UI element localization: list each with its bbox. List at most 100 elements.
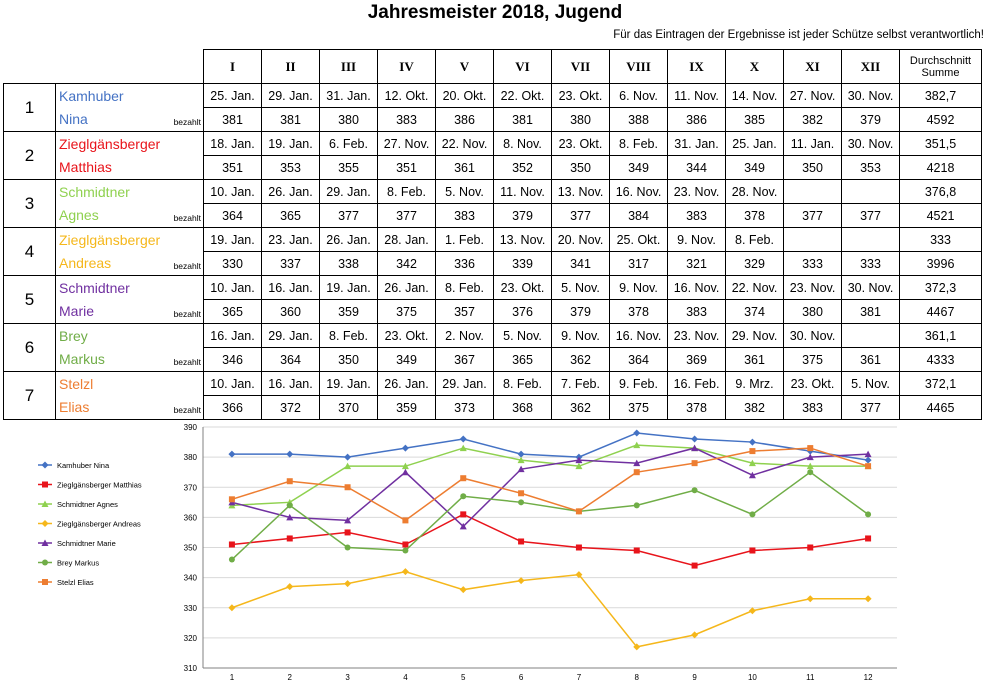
data-point (459, 435, 467, 443)
score-cell: 381 (203, 107, 262, 132)
date-cell: 25. Jan. (725, 131, 784, 156)
score-cell: 349 (725, 155, 784, 180)
series-line (231, 447, 869, 522)
data-point (286, 535, 293, 542)
date-cell: 19. Jan. (319, 275, 378, 300)
score-cell: 369 (667, 347, 726, 372)
score-cell: 382 (783, 107, 842, 132)
shooter-score-row: Andreas bezahlt 330 337 338 342 336 339 341 317 32… (4, 251, 982, 276)
data-point (633, 459, 641, 467)
shooter-score-row: Agnes bezahlt 364 365 377 377 383 379 377 384 383 3… (4, 203, 982, 228)
date-cell (841, 227, 900, 252)
date-cell: 11. Jan. (783, 131, 842, 156)
y-tick-label: 360 (184, 513, 198, 522)
date-cell (783, 179, 842, 204)
date-cell (783, 227, 842, 252)
round-header: II (261, 49, 320, 84)
score-cell: 377 (551, 203, 610, 228)
shooter-date-row: 6 Brey 16. Jan. 29. Jan. 8. Feb. 23. Okt. 2. N… (3, 323, 982, 372)
score-cell: 359 (377, 395, 436, 420)
total-cell: 3996 (899, 251, 982, 276)
data-point (518, 538, 525, 545)
score-cell: 338 (319, 251, 378, 276)
data-point (228, 496, 235, 503)
shooter-date-row: 3 Schmidtner 10. Jan. 26. Jan. 29. Jan. 8. Fe… (3, 179, 982, 228)
legend-marker (42, 579, 48, 585)
y-tick-label: 310 (184, 664, 198, 673)
legend-label: Zieglgänsberger Andreas (57, 520, 141, 529)
legend-label: Stelzl Elias (57, 578, 94, 587)
data-point (575, 508, 582, 515)
data-point (518, 499, 525, 506)
date-cell: 27. Nov. (377, 131, 436, 156)
shooter-date-row: 1 Kamhuber 25. Jan. 29. Jan. 31. Jan. 12. Okt… (3, 83, 982, 132)
date-cell: 1. Feb. (435, 227, 494, 252)
average-cell: 382,7 (899, 83, 982, 108)
score-cell: 367 (435, 347, 494, 372)
score-cell: 360 (261, 299, 320, 324)
score-cell: 381 (493, 107, 552, 132)
date-cell: 8. Nov. (493, 131, 552, 156)
date-cell: 22. Okt. (493, 83, 552, 108)
average-cell: 351,5 (899, 131, 982, 156)
date-cell: 16. Jan. (261, 275, 320, 300)
header-row: I II III IV V VI VII VIII IX X XI XII Durchschnitt Su… (3, 49, 982, 84)
date-cell: 28. Jan. (377, 227, 436, 252)
total-cell: 4592 (899, 107, 982, 132)
date-cell: 23. Jan. (261, 227, 320, 252)
results-table: I II III IV V VI VII VIII IX X XI XII Durchschnitt Su… (3, 49, 982, 420)
x-tick-label: 7 (577, 673, 582, 682)
round-header: XII (841, 49, 900, 84)
date-cell: 9. Nov. (609, 275, 668, 300)
data-point (748, 459, 756, 467)
score-cell: 383 (377, 107, 436, 132)
data-point (633, 502, 640, 509)
date-cell: 14. Nov. (725, 83, 784, 108)
date-cell: 5. Nov. (493, 323, 552, 348)
date-cell: 27. Nov. (783, 83, 842, 108)
score-cell: 346 (203, 347, 262, 372)
legend-marker (42, 481, 48, 488)
score-cell: 378 (725, 203, 784, 228)
date-cell: 26. Jan. (319, 227, 378, 252)
data-point (402, 517, 409, 524)
shooter-last-name: Zieglgänsberger (55, 131, 204, 156)
data-point (460, 475, 467, 482)
date-cell: 29. Jan. (435, 371, 494, 396)
data-point (344, 453, 352, 461)
date-cell: 30. Nov. (841, 131, 900, 156)
data-point (460, 511, 467, 518)
data-point (806, 453, 814, 461)
legend-marker (42, 559, 48, 566)
x-tick-label: 6 (519, 673, 524, 682)
data-point (401, 568, 409, 576)
date-cell: 23. Okt. (551, 131, 610, 156)
round-header: VII (551, 49, 610, 84)
score-cell: 377 (319, 203, 378, 228)
data-point (748, 471, 756, 479)
data-point (228, 450, 236, 458)
date-cell: 23. Nov. (783, 275, 842, 300)
score-cell: 381 (841, 299, 900, 324)
legend-marker (41, 520, 49, 527)
date-cell: 22. Nov. (435, 131, 494, 156)
sum-header: Summe (921, 66, 960, 79)
data-point (517, 465, 525, 473)
score-cell: 344 (667, 155, 726, 180)
date-cell: 23. Nov. (667, 179, 726, 204)
shooter-last-name: Stelzl (55, 371, 204, 396)
total-cell: 4465 (899, 395, 982, 420)
data-point (691, 487, 698, 494)
paid-label: bezahlt (173, 261, 201, 271)
score-cell: 361 (725, 347, 784, 372)
date-cell: 8. Feb. (725, 227, 784, 252)
date-cell: 12. Okt. (377, 83, 436, 108)
score-cell: 388 (609, 107, 668, 132)
date-cell: 28. Nov. (725, 179, 784, 204)
date-cell: 29. Jan. (261, 83, 320, 108)
shooter-score-row: Markus bezahlt 346 364 350 349 367 365 362 364 369… (4, 347, 982, 372)
date-cell: 19. Jan. (319, 371, 378, 396)
total-cell: 4333 (899, 347, 982, 372)
score-cell: 386 (667, 107, 726, 132)
data-point (807, 469, 814, 476)
